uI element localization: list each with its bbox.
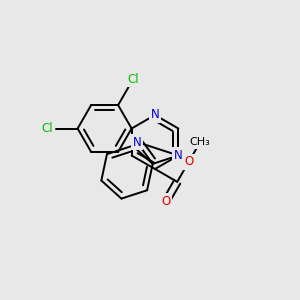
Text: N: N (133, 136, 141, 148)
Text: O: O (161, 195, 170, 208)
Text: CH₃: CH₃ (190, 137, 211, 147)
Text: Cl: Cl (127, 73, 139, 85)
Text: N: N (174, 149, 183, 162)
Text: Cl: Cl (42, 122, 53, 135)
Text: N: N (151, 109, 159, 122)
Text: O: O (184, 155, 193, 168)
